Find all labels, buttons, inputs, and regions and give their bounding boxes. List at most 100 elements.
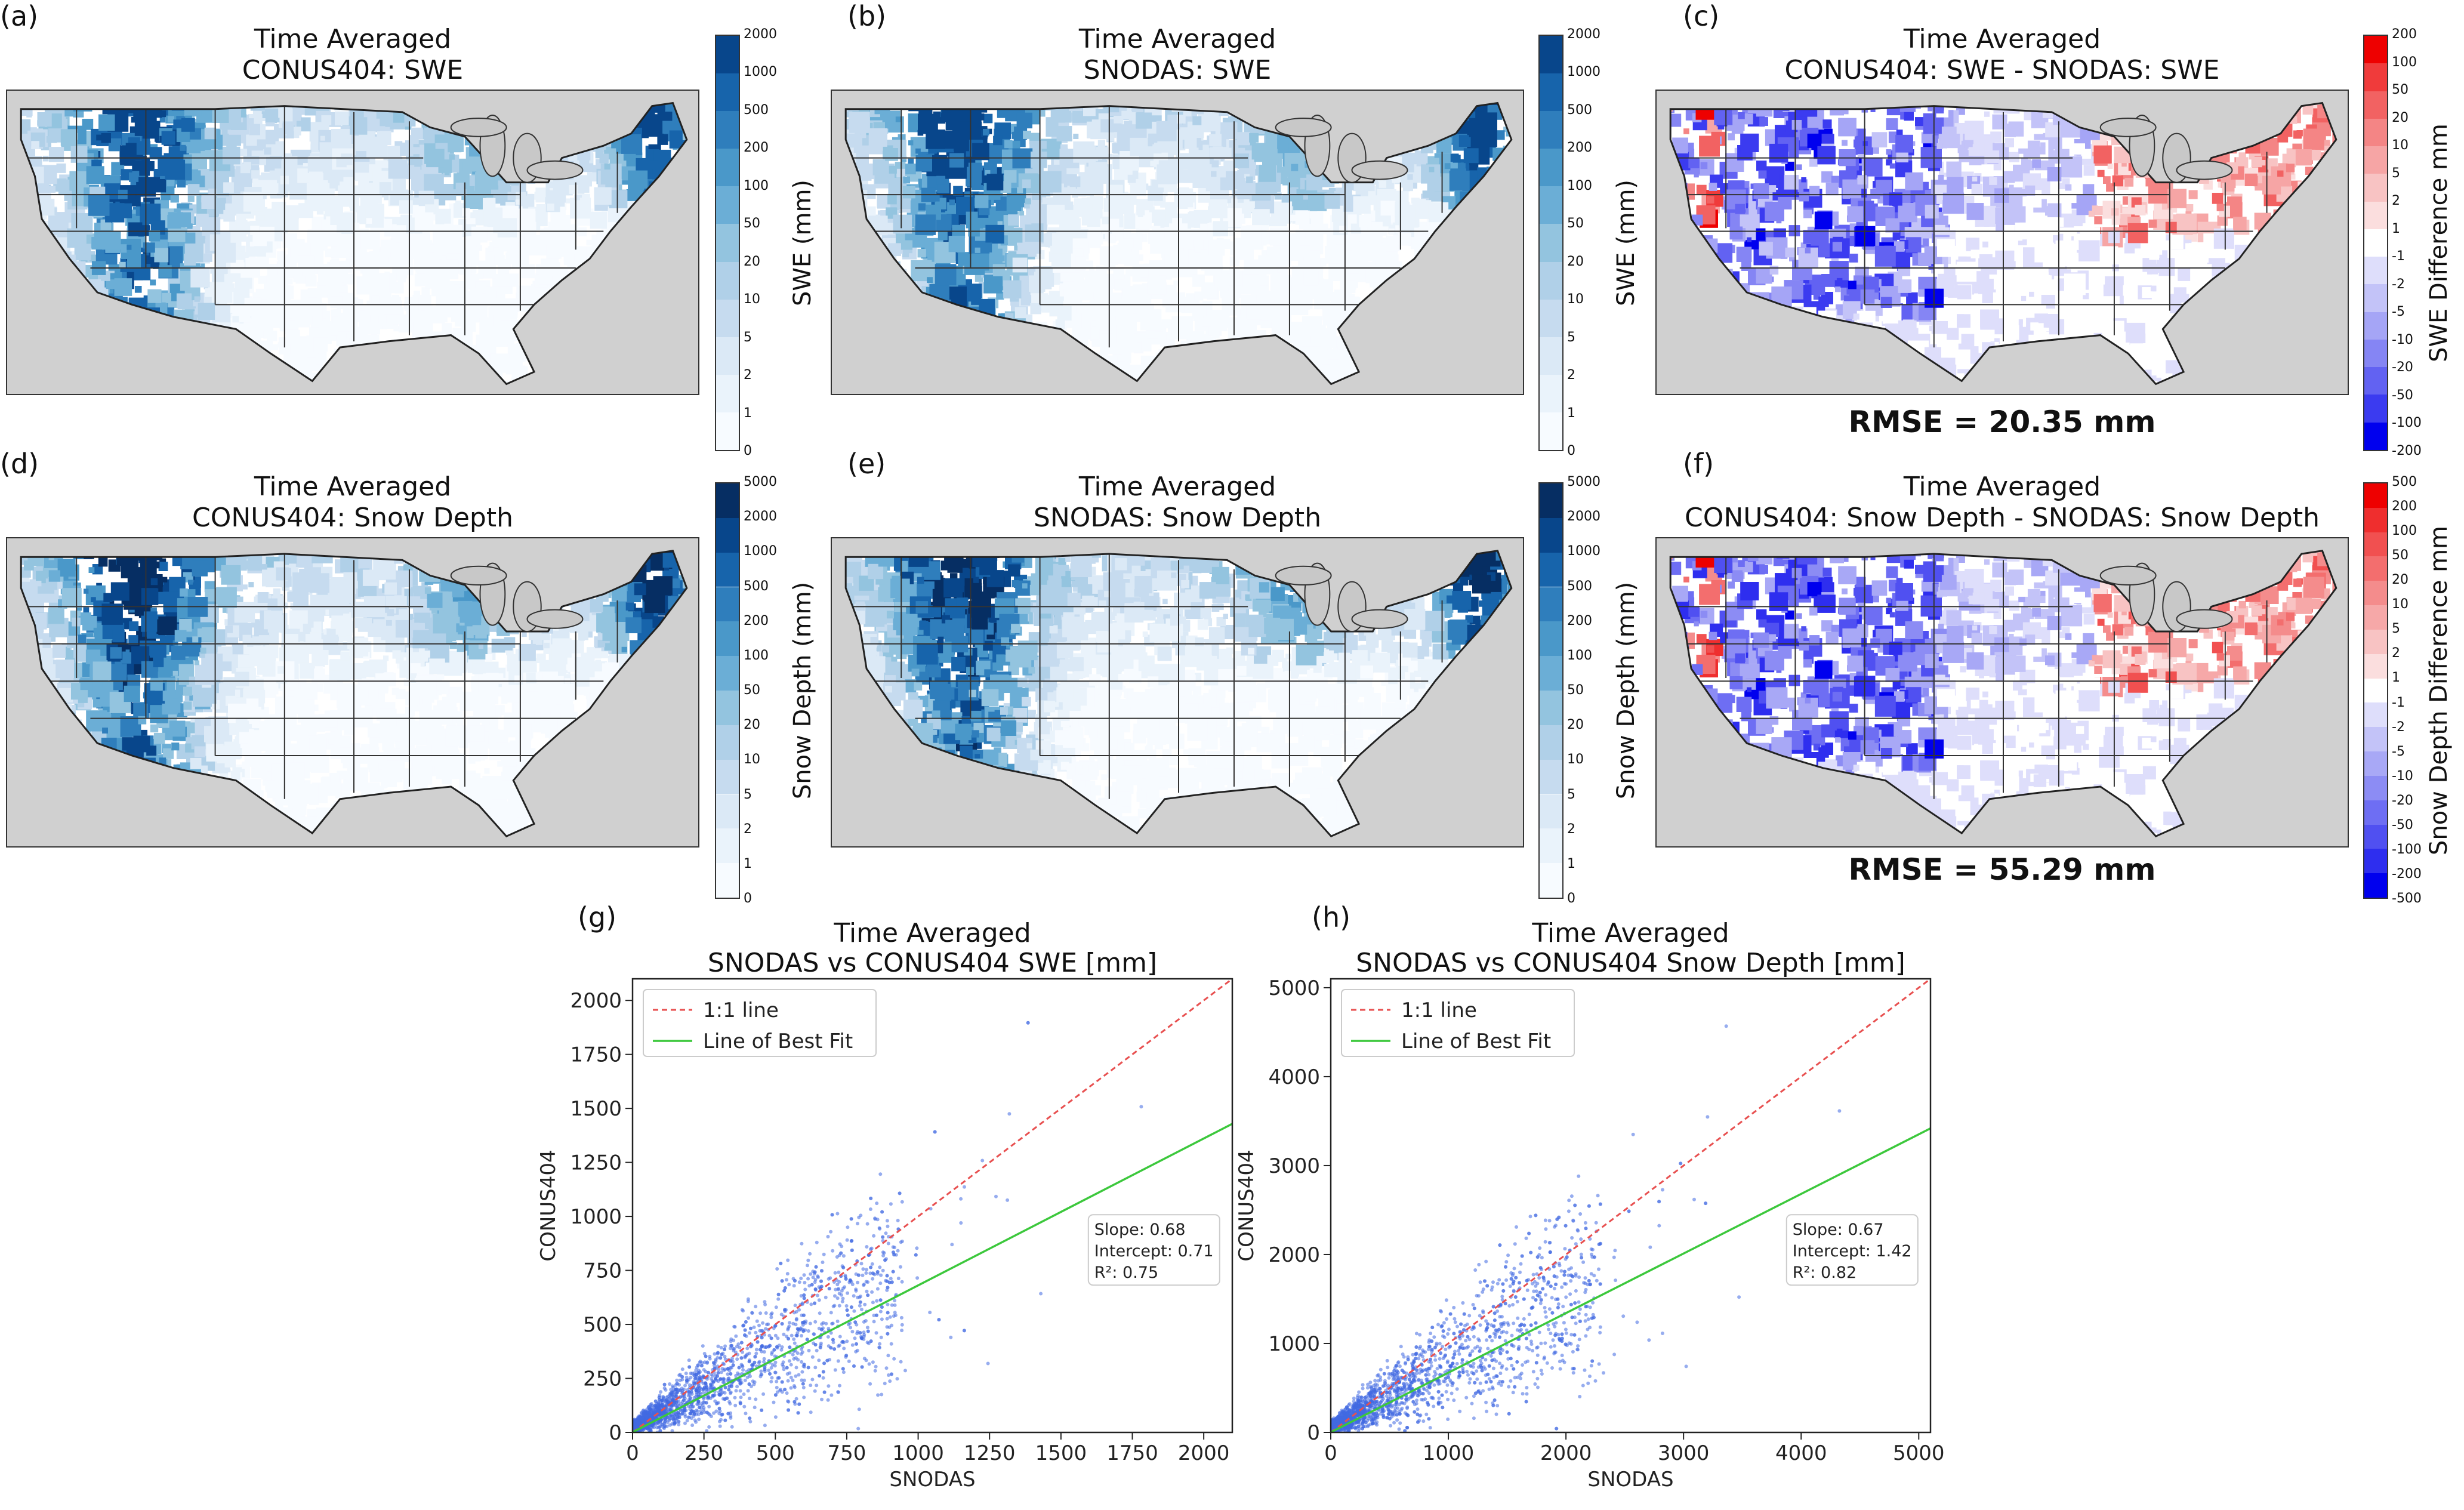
- scatter-point: [792, 1400, 797, 1404]
- colorbar-segment: [716, 691, 739, 725]
- scatter-point: [697, 1417, 701, 1422]
- scatter-point: [729, 1359, 733, 1363]
- scatter-point: [1572, 1315, 1577, 1320]
- scatter-point: [813, 1287, 818, 1291]
- scatter-point: [1446, 1397, 1450, 1401]
- scatter-point: [1576, 1348, 1580, 1352]
- scatter-point: [682, 1387, 686, 1391]
- scatter-point: [840, 1244, 844, 1249]
- scatter-point: [860, 1365, 864, 1369]
- scatter-point: [770, 1350, 774, 1354]
- scatter-point: [841, 1296, 845, 1301]
- scatter-point: [660, 1422, 664, 1426]
- scatter-point: [800, 1321, 804, 1324]
- scatter-point: [1418, 1413, 1423, 1417]
- scatter-point: [1579, 1237, 1583, 1241]
- scatter-point: [1504, 1330, 1509, 1335]
- scatter-point: [707, 1370, 710, 1375]
- scatter-point: [1421, 1348, 1425, 1352]
- scatter-point: [742, 1404, 747, 1409]
- scatter-point: [1495, 1281, 1500, 1286]
- scatter-point: [1528, 1215, 1532, 1219]
- scatter-point: [1574, 1289, 1578, 1293]
- scatter-point: [734, 1389, 738, 1393]
- scatter-point: [683, 1421, 687, 1425]
- scatter-point: [739, 1356, 744, 1360]
- scatter-point: [1483, 1367, 1487, 1371]
- scatter-point: [800, 1360, 804, 1364]
- scatter-point: [783, 1308, 787, 1312]
- scatter-point: [864, 1271, 868, 1275]
- scatter-point: [679, 1401, 683, 1406]
- scatter-point: [654, 1410, 658, 1414]
- scatter-point: [818, 1311, 822, 1315]
- colorbar-tick-label: 2: [744, 369, 752, 382]
- scatter-point: [959, 1197, 963, 1201]
- scatter-point: [1512, 1266, 1516, 1271]
- scatter-point: [668, 1414, 672, 1418]
- scatter-point: [1594, 1221, 1598, 1225]
- scatter-point: [1454, 1341, 1458, 1345]
- scatter-point: [1513, 1376, 1517, 1380]
- scatter-point: [786, 1258, 790, 1262]
- scatter-point: [688, 1396, 692, 1400]
- scatter-point: [1444, 1389, 1448, 1394]
- scatter-point: [865, 1326, 869, 1330]
- scatter-point: [1466, 1373, 1470, 1377]
- scatter-point: [841, 1286, 845, 1290]
- scatter-point: [1485, 1338, 1489, 1342]
- map-panel-d: [6, 537, 699, 848]
- y-tick-label: 0: [609, 1421, 622, 1445]
- scatter-point: [1445, 1360, 1450, 1364]
- scatter-point: [728, 1346, 732, 1351]
- colorbar-tick-label: -1: [2392, 696, 2405, 710]
- scatter-point: [850, 1248, 854, 1252]
- scatter-point: [1356, 1429, 1361, 1432]
- scatter-point: [694, 1420, 698, 1424]
- scatter-point: [885, 1274, 889, 1278]
- scatter-point: [797, 1280, 801, 1284]
- scatter-point: [729, 1339, 733, 1343]
- scatter-point: [1512, 1321, 1516, 1326]
- scatter-point: [1432, 1383, 1436, 1387]
- scatter-point: [1414, 1401, 1418, 1406]
- scatter-point: [1595, 1278, 1599, 1283]
- scatter-point: [858, 1331, 862, 1335]
- scatter-point: [764, 1345, 768, 1349]
- scatter-point: [659, 1390, 663, 1394]
- scatter-point: [869, 1265, 873, 1269]
- scatter-point: [1395, 1369, 1399, 1373]
- scatter-point: [780, 1322, 784, 1326]
- scatter-point: [1547, 1219, 1552, 1223]
- scatter-point: [885, 1317, 889, 1321]
- scatter-point: [1503, 1339, 1507, 1343]
- scatter-point: [1430, 1348, 1435, 1352]
- scatter-point: [1414, 1372, 1418, 1376]
- colorbar-segment: [716, 111, 739, 149]
- colorbar-segment: [2364, 367, 2387, 395]
- scatter-point: [1519, 1262, 1523, 1266]
- scatter-point: [1432, 1404, 1436, 1409]
- scatter-point: [1447, 1327, 1451, 1332]
- map-title-line1: Time Averaged: [6, 472, 699, 503]
- rmse-label: RMSE = 55.29 mm: [1655, 852, 2349, 887]
- scatter-point: [1478, 1358, 1482, 1363]
- scatter-point: [1724, 1024, 1728, 1028]
- scatter-point: [739, 1363, 744, 1367]
- scatter-point: [705, 1429, 709, 1432]
- scatter-point: [671, 1391, 675, 1395]
- scatter-point: [1569, 1194, 1574, 1198]
- scatter-point: [688, 1412, 692, 1416]
- scatter-point: [765, 1323, 769, 1327]
- scatter-point: [773, 1364, 777, 1368]
- scatter-point: [1427, 1373, 1431, 1377]
- scatter-point: [638, 1422, 642, 1426]
- scatter-point: [1515, 1299, 1519, 1303]
- scatter-point: [1463, 1324, 1467, 1328]
- scatter-point: [1560, 1285, 1564, 1289]
- scatter-point: [713, 1352, 717, 1356]
- colorbar-segment: [716, 759, 739, 794]
- scatter-point: [1598, 1325, 1602, 1329]
- scatter-point: [788, 1321, 792, 1325]
- scatter-point: [832, 1303, 837, 1308]
